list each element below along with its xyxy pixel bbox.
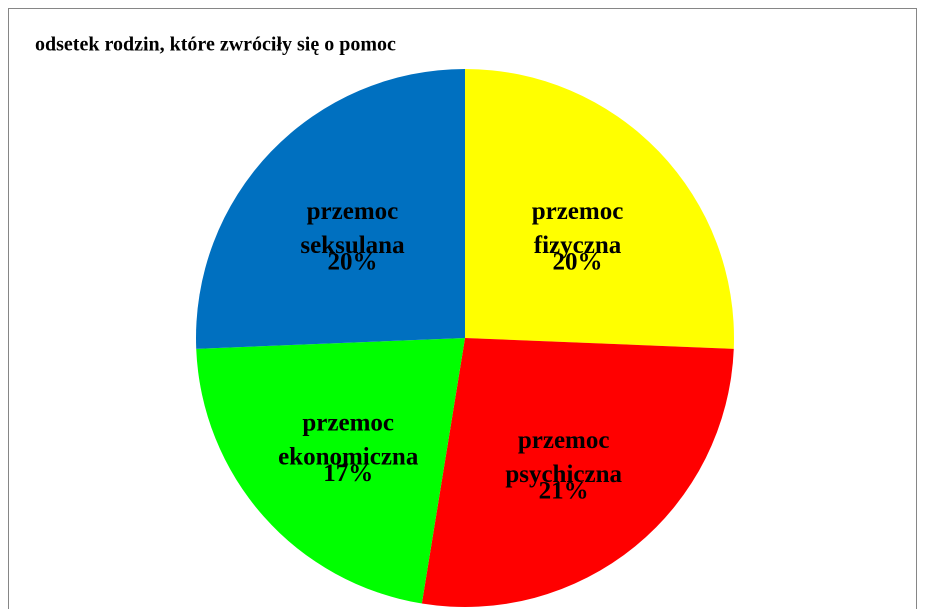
pie-slice — [421, 338, 734, 607]
category-label: przemoc seksulana — [300, 198, 405, 259]
category-label: przemoc ekonomiczna — [278, 409, 419, 470]
value-label: 17% — [323, 460, 373, 487]
pie-slice — [196, 69, 465, 349]
value-label: 20% — [553, 249, 603, 276]
value-label: 20% — [327, 249, 377, 276]
value-label: 21% — [539, 478, 589, 505]
chart-title: odsetek rodzin, które zwróciły się o pom… — [35, 34, 396, 56]
category-label: przemoc psychiczna — [505, 427, 622, 488]
category-label: przemoc fizyczna — [532, 198, 624, 259]
pie-slice — [196, 338, 466, 604]
pie-slice — [465, 69, 735, 349]
